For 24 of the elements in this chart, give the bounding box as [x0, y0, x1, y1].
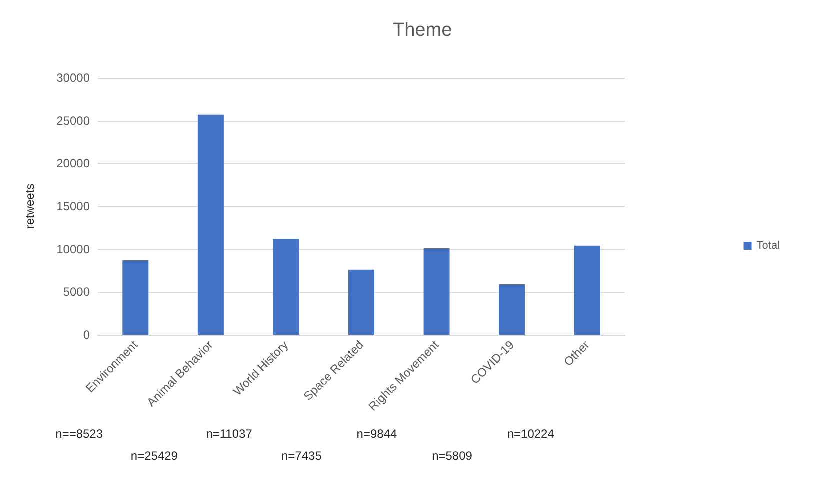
legend-label: Total [756, 240, 780, 252]
text: n=5809 [432, 449, 473, 463]
y-tick-label: 5000 [63, 285, 90, 300]
text: n=11037 [206, 427, 253, 441]
y-tick-label: 30000 [56, 71, 90, 85]
bar [348, 270, 374, 335]
y-tick-label: 10000 [56, 242, 90, 256]
y-axis-title: retweets [23, 184, 37, 230]
bar [122, 260, 149, 335]
y-tick-label: 15000 [56, 200, 90, 214]
text: n=25429 [130, 449, 178, 463]
text: n==8523 [56, 427, 104, 441]
chart-title: Theme [393, 20, 452, 41]
y-tick-label: 20000 [56, 156, 90, 171]
text: n=7435 [282, 449, 322, 463]
bar [273, 239, 300, 335]
bar [198, 114, 224, 335]
bar [574, 246, 600, 335]
bar [499, 284, 526, 335]
bar [424, 248, 450, 335]
text: n=9844 [356, 427, 398, 441]
y-tick-label: 25000 [56, 114, 90, 128]
y-tick-label: 0 [83, 328, 90, 342]
text: n=10224 [507, 427, 555, 441]
